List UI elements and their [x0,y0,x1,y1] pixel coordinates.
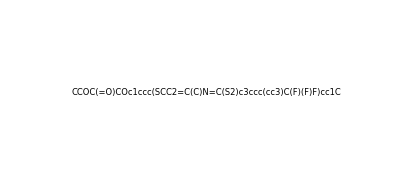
Text: CCOC(=O)COc1ccc(SCC2=C(C)N=C(S2)c3ccc(cc3)C(F)(F)F)cc1C: CCOC(=O)COc1ccc(SCC2=C(C)N=C(S2)c3ccc(cc… [72,89,341,97]
